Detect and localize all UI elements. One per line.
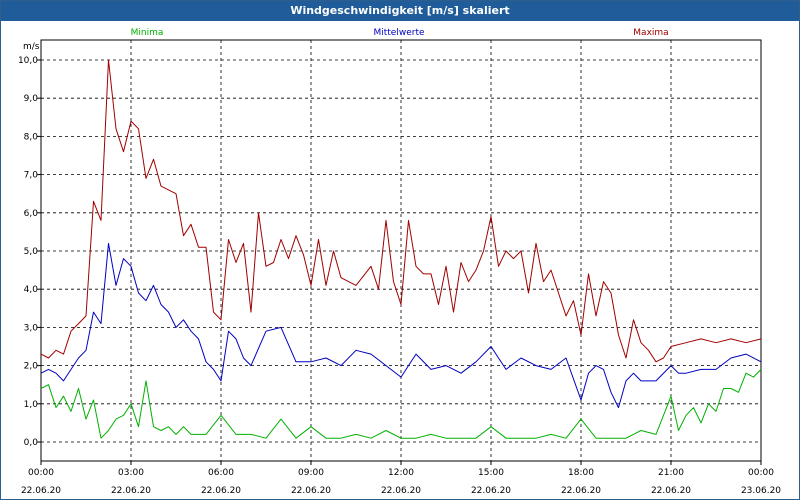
y-tick-label: 9,0	[24, 94, 39, 104]
x-tick-label-date: 22.06.20	[651, 486, 691, 496]
legend-entry-minima: Minima	[131, 28, 164, 38]
x-tick-label-time: 15:00	[478, 468, 504, 478]
x-tick-label-time: 00:00	[748, 468, 774, 478]
x-tick-label-time: 06:00	[208, 468, 234, 478]
x-tick-label-date: 22.06.20	[291, 486, 331, 496]
chart-canvas: 0,0 1,0 2,0 3,0 4,0 5,0 6,0 7,0 8,0 9,0 10,0 00:00 2…	[18, 28, 781, 496]
x-tick-label-time: 18:00	[568, 468, 594, 478]
y-tick-label: 3,0	[24, 323, 39, 333]
x-tick-label-time: 21:00	[658, 468, 684, 478]
y-tick-label: 0,0	[24, 438, 39, 448]
y-tick-label: 4,0	[24, 285, 39, 295]
y-tick-label: 5,0	[24, 247, 39, 257]
x-tick-label-time: 09:00	[298, 468, 324, 478]
x-tick-label-date: 22.06.20	[561, 486, 601, 496]
x-tick-label-date: 22.06.20	[381, 486, 421, 496]
y-tick-label: 8,0	[24, 132, 39, 142]
series-line-maxima	[40, 59, 762, 363]
y-tick-label: 2,0	[24, 362, 39, 372]
x-tick-label-time: 00:00	[28, 468, 54, 478]
legend-entry-maxima: Maxima	[633, 28, 668, 38]
y-tick-label: 1,0	[24, 400, 39, 410]
x-tick-label-time: 03:00	[118, 468, 144, 478]
x-tick-label-date: 22.06.20	[201, 486, 241, 496]
x-tick-label-date: 22.06.20	[111, 486, 151, 496]
series-line-minima	[40, 369, 762, 439]
x-tick-label-date: 22.06.20	[21, 486, 61, 496]
y-tick-label: 7,0	[24, 171, 39, 181]
y-axis-label: m/s	[23, 42, 40, 52]
series-line-mittelwerte	[40, 242, 762, 409]
window-title: Windgeschwindigkeit [m/s] skaliert	[1, 1, 799, 21]
legend-entry-mittelwerte: Mittelwerte	[373, 28, 424, 38]
y-tick-label: 10,0	[18, 56, 38, 66]
x-tick-label-date: 22.06.20	[471, 486, 511, 496]
y-tick-label: 6,0	[24, 209, 39, 219]
x-tick-label-time: 12:00	[388, 468, 414, 478]
x-tick-label-date: 23.06.20	[741, 486, 781, 496]
